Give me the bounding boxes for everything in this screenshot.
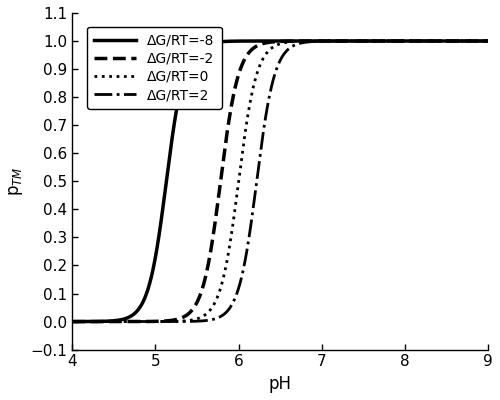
ΔG/RT=-2 xyxy=(145,319,151,324)
ΔG/RT=-2 xyxy=(228,105,234,110)
ΔG/RT=0 xyxy=(145,319,151,324)
Line: ΔG/RT=-2: ΔG/RT=-2 xyxy=(72,41,488,322)
ΔG/RT=2 xyxy=(228,304,234,308)
X-axis label: pH: pH xyxy=(268,375,291,393)
ΔG/RT=2 xyxy=(340,39,345,44)
ΔG/RT=-8 xyxy=(485,39,491,44)
ΔG/RT=-8 xyxy=(380,39,386,44)
ΔG/RT=-8 xyxy=(145,287,151,292)
ΔG/RT=-2 xyxy=(69,319,75,324)
ΔG/RT=-2 xyxy=(485,39,491,44)
ΔG/RT=0 xyxy=(411,39,417,44)
Y-axis label: p$_{TM}$: p$_{TM}$ xyxy=(7,166,25,196)
ΔG/RT=-8 xyxy=(318,39,324,44)
ΔG/RT=2 xyxy=(380,39,386,44)
Line: ΔG/RT=-8: ΔG/RT=-8 xyxy=(72,41,488,322)
ΔG/RT=-8 xyxy=(340,39,345,44)
ΔG/RT=-2 xyxy=(380,39,386,44)
ΔG/RT=-8 xyxy=(480,39,486,44)
ΔG/RT=2 xyxy=(318,39,324,44)
Line: ΔG/RT=0: ΔG/RT=0 xyxy=(72,41,488,322)
ΔG/RT=0 xyxy=(69,319,75,324)
ΔG/RT=-2 xyxy=(318,39,324,44)
ΔG/RT=0 xyxy=(485,39,491,44)
ΔG/RT=2 xyxy=(411,39,417,44)
ΔG/RT=-8 xyxy=(228,39,234,44)
Legend: ΔG/RT=-8, ΔG/RT=-2, ΔG/RT=0, ΔG/RT=2: ΔG/RT=-8, ΔG/RT=-2, ΔG/RT=0, ΔG/RT=2 xyxy=(88,27,222,109)
ΔG/RT=0 xyxy=(228,234,234,238)
ΔG/RT=2 xyxy=(69,319,75,324)
ΔG/RT=-2 xyxy=(411,39,417,44)
ΔG/RT=-2 xyxy=(340,39,345,44)
ΔG/RT=-8 xyxy=(69,319,75,324)
ΔG/RT=0 xyxy=(318,39,324,44)
ΔG/RT=2 xyxy=(485,39,491,44)
ΔG/RT=-8 xyxy=(411,39,417,44)
ΔG/RT=2 xyxy=(145,319,151,324)
ΔG/RT=0 xyxy=(340,39,345,44)
Line: ΔG/RT=2: ΔG/RT=2 xyxy=(72,41,488,322)
ΔG/RT=0 xyxy=(380,39,386,44)
